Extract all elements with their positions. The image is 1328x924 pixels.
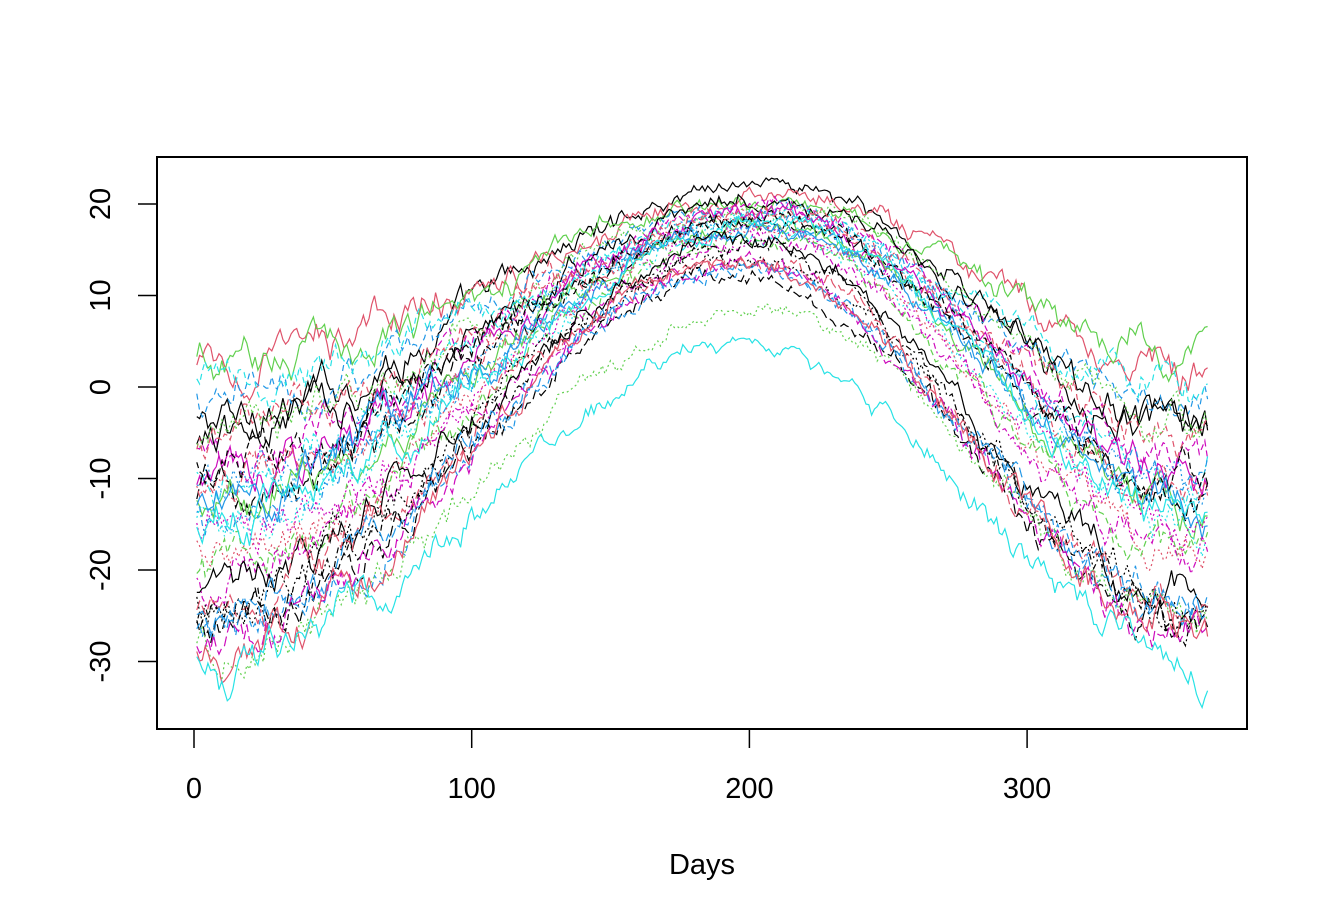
y-tick-label: -20 xyxy=(85,549,117,591)
series-line-23 xyxy=(196,214,1208,546)
x-tick-label: 100 xyxy=(448,773,496,805)
series-line-34 xyxy=(196,256,1209,685)
series-line-29 xyxy=(196,266,1209,643)
series-line-22 xyxy=(196,217,1208,539)
x-tick-label: 300 xyxy=(1003,773,1051,805)
series-line-12 xyxy=(196,203,1209,500)
series-line-33 xyxy=(196,250,1209,656)
series-line-30 xyxy=(196,260,1208,639)
series-line-17 xyxy=(196,211,1208,557)
series-line-28 xyxy=(196,253,1209,634)
series-line-35 xyxy=(196,336,1209,710)
series-line-13 xyxy=(196,213,1209,522)
y-axis: -30 -20 -10 0 10 20 xyxy=(85,188,158,683)
series-line-31 xyxy=(196,263,1209,641)
series-line-10 xyxy=(196,197,1209,511)
series-line-24 xyxy=(196,231,1209,611)
y-tick-label: 20 xyxy=(85,188,117,220)
series-line-32 xyxy=(196,302,1209,682)
x-axis: 0 100 200 300 xyxy=(186,728,1051,805)
series-line-7 xyxy=(196,193,1209,454)
series-line-18 xyxy=(196,224,1209,556)
series-line-8 xyxy=(196,205,1209,462)
series-line-26 xyxy=(196,238,1209,648)
series-line-21 xyxy=(196,233,1209,579)
y-tick-label: -30 xyxy=(85,641,117,683)
series-line-19 xyxy=(196,209,1209,497)
series-line-16 xyxy=(196,220,1209,536)
y-tick-label: 0 xyxy=(85,379,117,395)
series-line-25 xyxy=(196,229,1209,609)
y-tick-label: 10 xyxy=(85,279,117,311)
series-line-20 xyxy=(196,219,1209,572)
series-lines xyxy=(196,177,1209,710)
x-tick-label: 200 xyxy=(725,773,773,805)
series-line-3 xyxy=(196,196,1208,383)
series-line-15 xyxy=(196,218,1208,540)
series-line-4 xyxy=(196,205,1209,422)
y-tick-label: -10 xyxy=(85,458,117,500)
x-axis-title: Days xyxy=(669,849,735,881)
x-tick-label: 0 xyxy=(186,773,202,805)
series-line-1 xyxy=(196,177,1209,449)
series-line-9 xyxy=(196,201,1209,449)
series-line-27 xyxy=(196,256,1208,633)
